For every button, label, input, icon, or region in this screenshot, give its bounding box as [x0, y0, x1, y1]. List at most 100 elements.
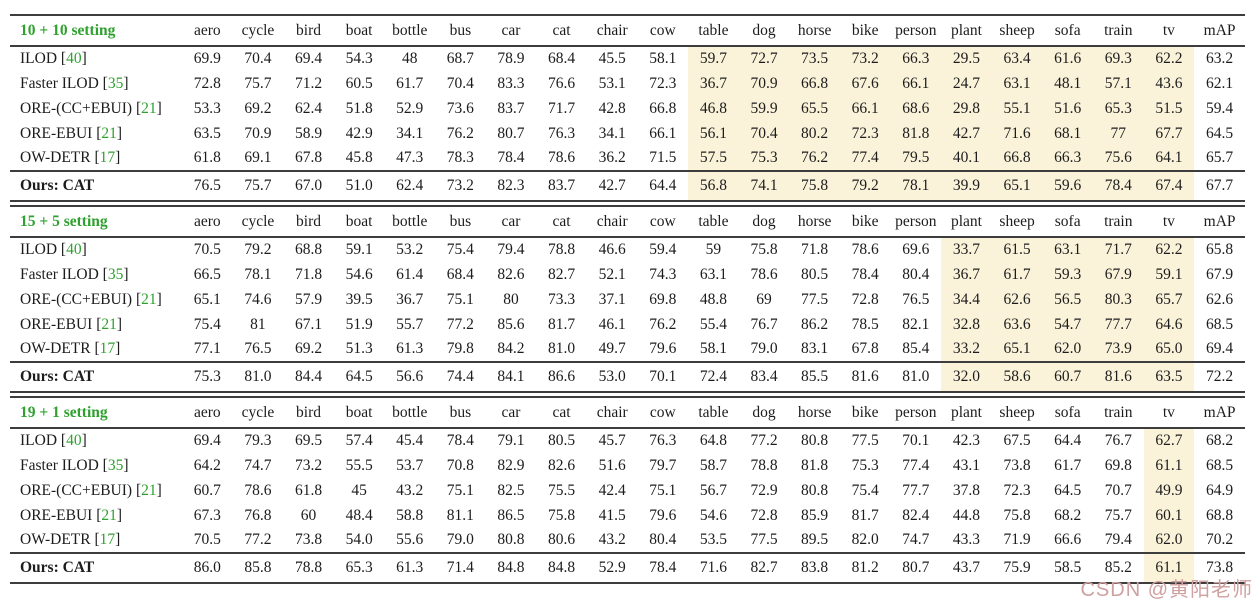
cell: 68.5	[1206, 456, 1234, 474]
cell: 43.7	[941, 552, 992, 583]
cell: 62.6	[991, 287, 1043, 312]
cell: 75.9	[991, 552, 1043, 583]
cell: 75.4	[851, 481, 879, 499]
cell: 48.1	[1042, 71, 1093, 96]
citation-link[interactable]: 17	[99, 340, 116, 357]
cell: 46.1	[598, 315, 626, 333]
cell: 85.2	[1092, 552, 1144, 583]
cell: 36.7	[396, 290, 424, 308]
column-header-cow: cow	[637, 206, 689, 238]
citation-link[interactable]: 40	[66, 241, 82, 258]
cell: 81.8	[890, 121, 942, 146]
cell: 48.8	[699, 290, 727, 308]
cell: 80.7	[890, 552, 942, 583]
cell: 65.5	[789, 96, 840, 121]
cell: 60	[300, 506, 317, 524]
cell: 74.7	[902, 531, 930, 548]
cell: 62.0	[1143, 528, 1195, 553]
citation-link[interactable]: 17	[99, 531, 116, 548]
cell: 58.8	[396, 506, 424, 524]
cell: 58.1	[699, 340, 727, 357]
cell: 51.6	[1042, 96, 1093, 121]
column-header-table: table	[688, 15, 739, 47]
cell: 51.9	[345, 315, 373, 333]
column-header-chair: chair	[586, 15, 638, 47]
column-header-boat: boat	[333, 397, 385, 429]
cell: 71.4	[435, 552, 486, 583]
cell: 75.6	[1092, 146, 1144, 171]
column-header-car: car	[485, 206, 537, 238]
citation-link[interactable]: 21	[101, 315, 117, 333]
citation-link[interactable]: 35	[107, 265, 124, 283]
cell: 73.2	[294, 456, 323, 474]
cell: 69.6	[902, 241, 930, 258]
cell: 72.9	[750, 481, 778, 499]
cell: 80.8	[801, 432, 829, 449]
column-header-table: table	[688, 397, 739, 429]
citation-link[interactable]: 35	[107, 456, 124, 474]
results-table-10-plus-10-setting: 10 + 10 setting aero cycle bird boat bottle bu…	[10, 14, 1245, 202]
column-header-bird: bird	[283, 397, 334, 429]
cell: 68.8	[1206, 506, 1234, 524]
cell: 78.8	[750, 456, 778, 474]
cell: 79.8	[446, 340, 474, 357]
cell: 82.9	[497, 456, 525, 474]
column-header-cat: cat	[536, 397, 587, 429]
cell: 63.5	[193, 124, 221, 142]
cell: 69.5	[294, 432, 323, 449]
cell: 80.8	[497, 531, 525, 548]
column-header-cycle: cycle	[232, 15, 284, 47]
cell: 85.6	[497, 315, 525, 333]
cell: 58.5	[1042, 552, 1093, 583]
cell: 82.1	[902, 315, 930, 333]
cell: 59.4	[649, 241, 677, 258]
column-header-cow: cow	[637, 15, 689, 47]
cell: 72.3	[839, 121, 891, 146]
cell: 75.8	[789, 170, 840, 201]
column-header-tv: tv	[1143, 15, 1195, 47]
cell: 81.7	[548, 315, 576, 333]
citation-link[interactable]: 21	[141, 481, 157, 499]
cell: 65.1	[193, 290, 221, 308]
citation-link[interactable]: 35	[107, 74, 124, 92]
cell: 71.6	[688, 552, 739, 583]
cell: 75.4	[193, 315, 221, 333]
cell: 43.1	[952, 456, 980, 474]
cell: 86.2	[801, 315, 829, 333]
cell: 75.1	[446, 290, 474, 308]
column-header-plant: plant	[941, 397, 992, 429]
cell: 83.3	[497, 74, 525, 92]
cell: 71.9	[1003, 531, 1031, 548]
citation-link[interactable]: 21	[141, 290, 157, 308]
citation-link[interactable]: 21	[101, 506, 117, 524]
cell: 44.8	[952, 506, 980, 524]
results-tables-container: 10 + 10 setting aero cycle bird boat bottle bu…	[10, 14, 1245, 584]
cell: 64.2	[193, 456, 221, 474]
citation-link[interactable]: 40	[66, 50, 82, 67]
cell: 64.9	[1206, 481, 1234, 499]
cell: 60.7	[1042, 361, 1093, 392]
cell: 67.3	[193, 506, 221, 524]
cell: 60.7	[193, 481, 221, 499]
cell: 72.3	[649, 74, 677, 92]
table-row: ORE-EBUI [21] 67.3 76.8 60 48.4 58.8 81.1 86.5 7…	[10, 503, 1245, 528]
cell: 32.0	[941, 361, 992, 392]
table-row: ILOD [40] 69.4 79.3 69.5 57.4 45.4 78.4 79.1 80.…	[10, 428, 1245, 453]
cell: 67.0	[283, 170, 334, 201]
cell: 42.8	[598, 99, 626, 117]
cell: 67.7	[1143, 121, 1195, 146]
cell: 69.1	[244, 149, 272, 166]
cell: 67.8	[851, 340, 879, 357]
cell: 72.7	[738, 46, 790, 71]
cell: 59	[705, 241, 722, 258]
citation-link[interactable]: 21	[101, 124, 117, 142]
citation-link[interactable]: 21	[141, 99, 157, 117]
cell: 70.1	[902, 432, 930, 449]
cell: 81.7	[851, 506, 879, 524]
cell: 67.4	[1143, 170, 1195, 201]
column-header-bottle: bottle	[384, 15, 436, 47]
citation-link[interactable]: 17	[99, 149, 116, 166]
citation-link[interactable]: 40	[66, 432, 82, 449]
cell: 61.4	[396, 265, 424, 283]
cell: 43.2	[598, 531, 626, 548]
